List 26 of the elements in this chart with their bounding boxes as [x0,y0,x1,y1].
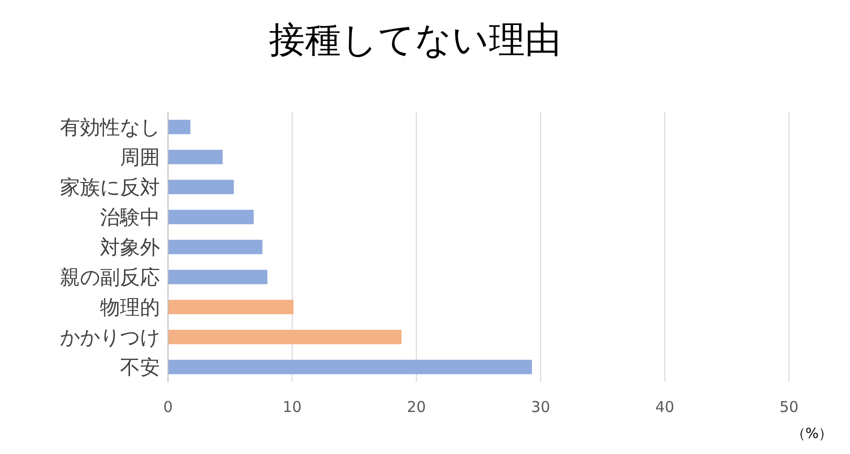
x-tick-label: 10 [282,398,302,416]
bar [168,120,190,134]
y-tick-label: 親の副反応 [60,265,160,289]
x-tick-label: 20 [406,398,426,416]
bar [168,330,402,344]
bar [168,270,268,284]
bar [168,180,234,194]
y-tick-label: かかりつけ [60,325,160,349]
y-tick-label: 対象外 [100,235,160,259]
y-tick-label: 物理的 [100,295,160,319]
x-tick-label: 0 [163,398,173,416]
bar [168,360,532,374]
y-tick-label: 不安 [120,355,160,379]
y-tick-label: 家族に反対 [60,175,160,199]
x-tick-label: 40 [655,398,674,416]
x-axis-title: （%） [791,426,833,442]
y-tick-label: 治験中 [100,205,160,229]
bar [168,150,223,164]
bar [168,240,262,254]
y-tick-label: 有効性なし [60,115,160,139]
x-tick-label: 30 [531,398,550,416]
x-tick-label: 50 [779,398,799,416]
bar [168,210,254,224]
y-tick-label: 周囲 [120,145,160,169]
chart-title: 接種してない理由 [269,20,561,61]
bar [168,300,294,314]
